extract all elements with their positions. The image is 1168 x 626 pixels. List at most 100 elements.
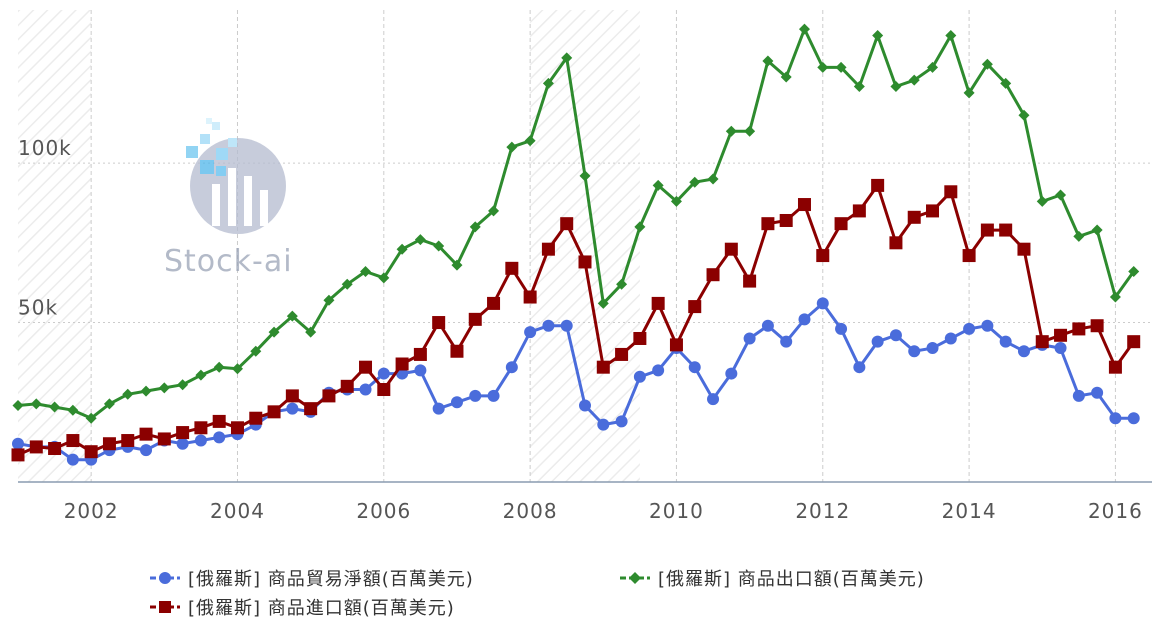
data-point: [762, 55, 774, 67]
data-point: [579, 399, 591, 412]
watermark-text: Stock-ai: [164, 244, 293, 279]
data-point: [744, 125, 756, 137]
data-point: [12, 399, 24, 411]
data-point: [140, 385, 152, 397]
data-point: [560, 319, 573, 332]
data-point: [816, 249, 830, 263]
data-point: [103, 398, 115, 410]
data-point: [305, 326, 317, 338]
data-point: [414, 364, 427, 377]
data-point: [84, 445, 98, 459]
data-point: [213, 361, 225, 373]
data-point: [1018, 109, 1030, 121]
data-point: [469, 221, 481, 233]
legend-label: [俄羅斯] 商品出口額(百萬美元): [658, 569, 925, 590]
data-point: [451, 259, 463, 271]
data-point: [121, 434, 135, 448]
data-point: [615, 415, 628, 428]
data-point: [542, 319, 555, 332]
data-point: [194, 421, 208, 435]
x-tick-label: 2006: [356, 499, 411, 523]
data-point: [798, 23, 810, 35]
y-tick-label: 50k: [18, 296, 58, 320]
data-point: [432, 316, 446, 330]
data-point: [780, 335, 793, 348]
data-point: [980, 223, 994, 237]
data-point: [413, 347, 427, 361]
x-axis: 2002 2004 2006 2008 2010 2012 2014 2016: [64, 499, 1143, 523]
data-point: [1073, 230, 1085, 242]
data-point: [871, 335, 884, 348]
data-point: [396, 243, 408, 255]
data-point: [250, 345, 262, 357]
x-tick-label: 2002: [64, 499, 119, 523]
data-point: [615, 347, 629, 361]
data-point: [212, 414, 226, 428]
data-point: [359, 360, 373, 374]
data-point: [908, 74, 920, 86]
data-point: [1072, 389, 1085, 402]
data-point: [469, 389, 482, 402]
data-point: [195, 369, 207, 381]
data-point: [524, 135, 536, 147]
data-point: [707, 173, 719, 185]
data-point: [633, 370, 646, 383]
data-point: [1054, 342, 1067, 355]
data-point: [669, 338, 683, 352]
square-marker-icon: [150, 601, 180, 613]
data-point: [66, 434, 80, 448]
data-point: [341, 278, 353, 290]
data-point: [139, 427, 153, 441]
data-point: [962, 249, 976, 263]
data-point: [944, 185, 958, 199]
data-point: [908, 345, 921, 358]
data-point: [542, 77, 554, 89]
data-point: [1109, 291, 1121, 303]
legend-item-net-trade[interactable]: [俄羅斯] 商品貿易淨額(百萬美元): [150, 565, 474, 591]
data-point: [48, 442, 62, 456]
data-point: [176, 426, 190, 440]
data-point: [926, 342, 939, 355]
data-point: [66, 453, 79, 466]
data-point: [285, 389, 299, 403]
data-point: [579, 170, 591, 182]
data-point: [377, 383, 391, 397]
data-point: [852, 204, 866, 218]
data-point: [1036, 195, 1048, 207]
circle-marker-icon: [150, 572, 180, 584]
data-point: [340, 379, 354, 393]
data-point: [432, 402, 445, 415]
data-point: [377, 367, 390, 380]
data-point: [177, 379, 189, 391]
data-point: [1109, 412, 1122, 425]
data-point: [945, 30, 957, 42]
data-point: [561, 52, 573, 64]
legend-item-imports[interactable]: [俄羅斯] 商品進口額(百萬美元): [150, 594, 455, 620]
data-point: [670, 195, 682, 207]
data-point: [1035, 335, 1049, 349]
series-1: [12, 23, 1140, 424]
data-point: [725, 367, 738, 380]
data-point: [999, 335, 1012, 348]
data-point: [872, 30, 884, 42]
data-point: [541, 242, 555, 256]
legend-label: [俄羅斯] 商品貿易淨額(百萬美元): [188, 569, 474, 590]
data-point: [29, 440, 43, 454]
data-point: [780, 71, 792, 83]
data-point: [707, 393, 720, 406]
data-point: [505, 361, 518, 374]
data-point: [1108, 360, 1122, 374]
data-point: [395, 357, 409, 371]
data-point: [981, 58, 993, 70]
data-point: [652, 179, 664, 191]
data-point: [761, 319, 774, 332]
data-point: [1054, 328, 1068, 342]
data-point: [286, 310, 298, 322]
data-point: [487, 296, 501, 310]
x-tick-label: 2016: [1088, 499, 1143, 523]
data-point: [231, 363, 243, 375]
data-point: [1090, 319, 1104, 333]
data-point: [1072, 322, 1086, 336]
data-point: [1127, 335, 1141, 349]
legend-item-exports[interactable]: [俄羅斯] 商品出口額(百萬美元): [620, 565, 925, 591]
